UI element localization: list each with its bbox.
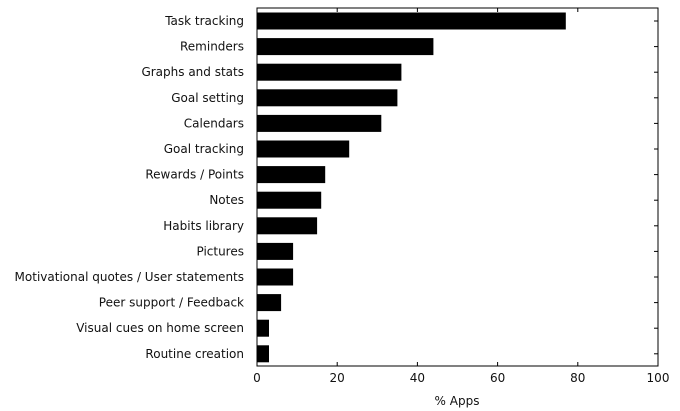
bar	[257, 12, 566, 30]
category-label: Task tracking	[164, 14, 244, 28]
category-label: Routine creation	[145, 347, 244, 361]
category-label: Rewards / Points	[145, 168, 244, 182]
category-label: Reminders	[180, 40, 244, 54]
category-label: Notes	[209, 193, 244, 207]
x-tick-label: 0	[253, 371, 261, 385]
x-tick-label: 40	[410, 371, 425, 385]
category-label: Pictures	[196, 244, 244, 258]
x-tick-label: 20	[330, 371, 345, 385]
category-label: Goal setting	[171, 91, 244, 105]
bar	[257, 319, 269, 337]
category-label: Calendars	[184, 116, 244, 130]
category-label: Visual cues on home screen	[76, 321, 244, 335]
ticks-layer: 0 20 40 60 80 100	[253, 8, 669, 385]
bar	[257, 38, 434, 56]
x-tick-label: 100	[647, 371, 670, 385]
category-label: Peer support / Feedback	[99, 296, 244, 310]
bars-layer	[257, 12, 566, 363]
bar	[257, 114, 382, 132]
plot-frame	[256, 7, 659, 367]
x-tick-label: 80	[570, 371, 585, 385]
category-label: Motivational quotes / User statements	[15, 270, 244, 284]
category-label: Graphs and stats	[141, 65, 244, 79]
category-label: Habits library	[163, 219, 244, 233]
bar	[257, 268, 294, 286]
bar	[257, 140, 350, 158]
bar	[257, 89, 398, 107]
bar	[257, 345, 269, 363]
x-tick-label: 60	[490, 371, 505, 385]
bar	[257, 242, 294, 260]
category-label: Goal tracking	[164, 142, 244, 156]
bar	[257, 63, 402, 81]
bar	[257, 217, 318, 235]
bar	[257, 166, 326, 184]
category-labels-layer: Task tracking Reminders Graphs and stats Go…	[15, 14, 244, 361]
x-axis-title: % Apps	[435, 394, 480, 408]
bar	[257, 294, 282, 312]
bar	[257, 191, 322, 209]
